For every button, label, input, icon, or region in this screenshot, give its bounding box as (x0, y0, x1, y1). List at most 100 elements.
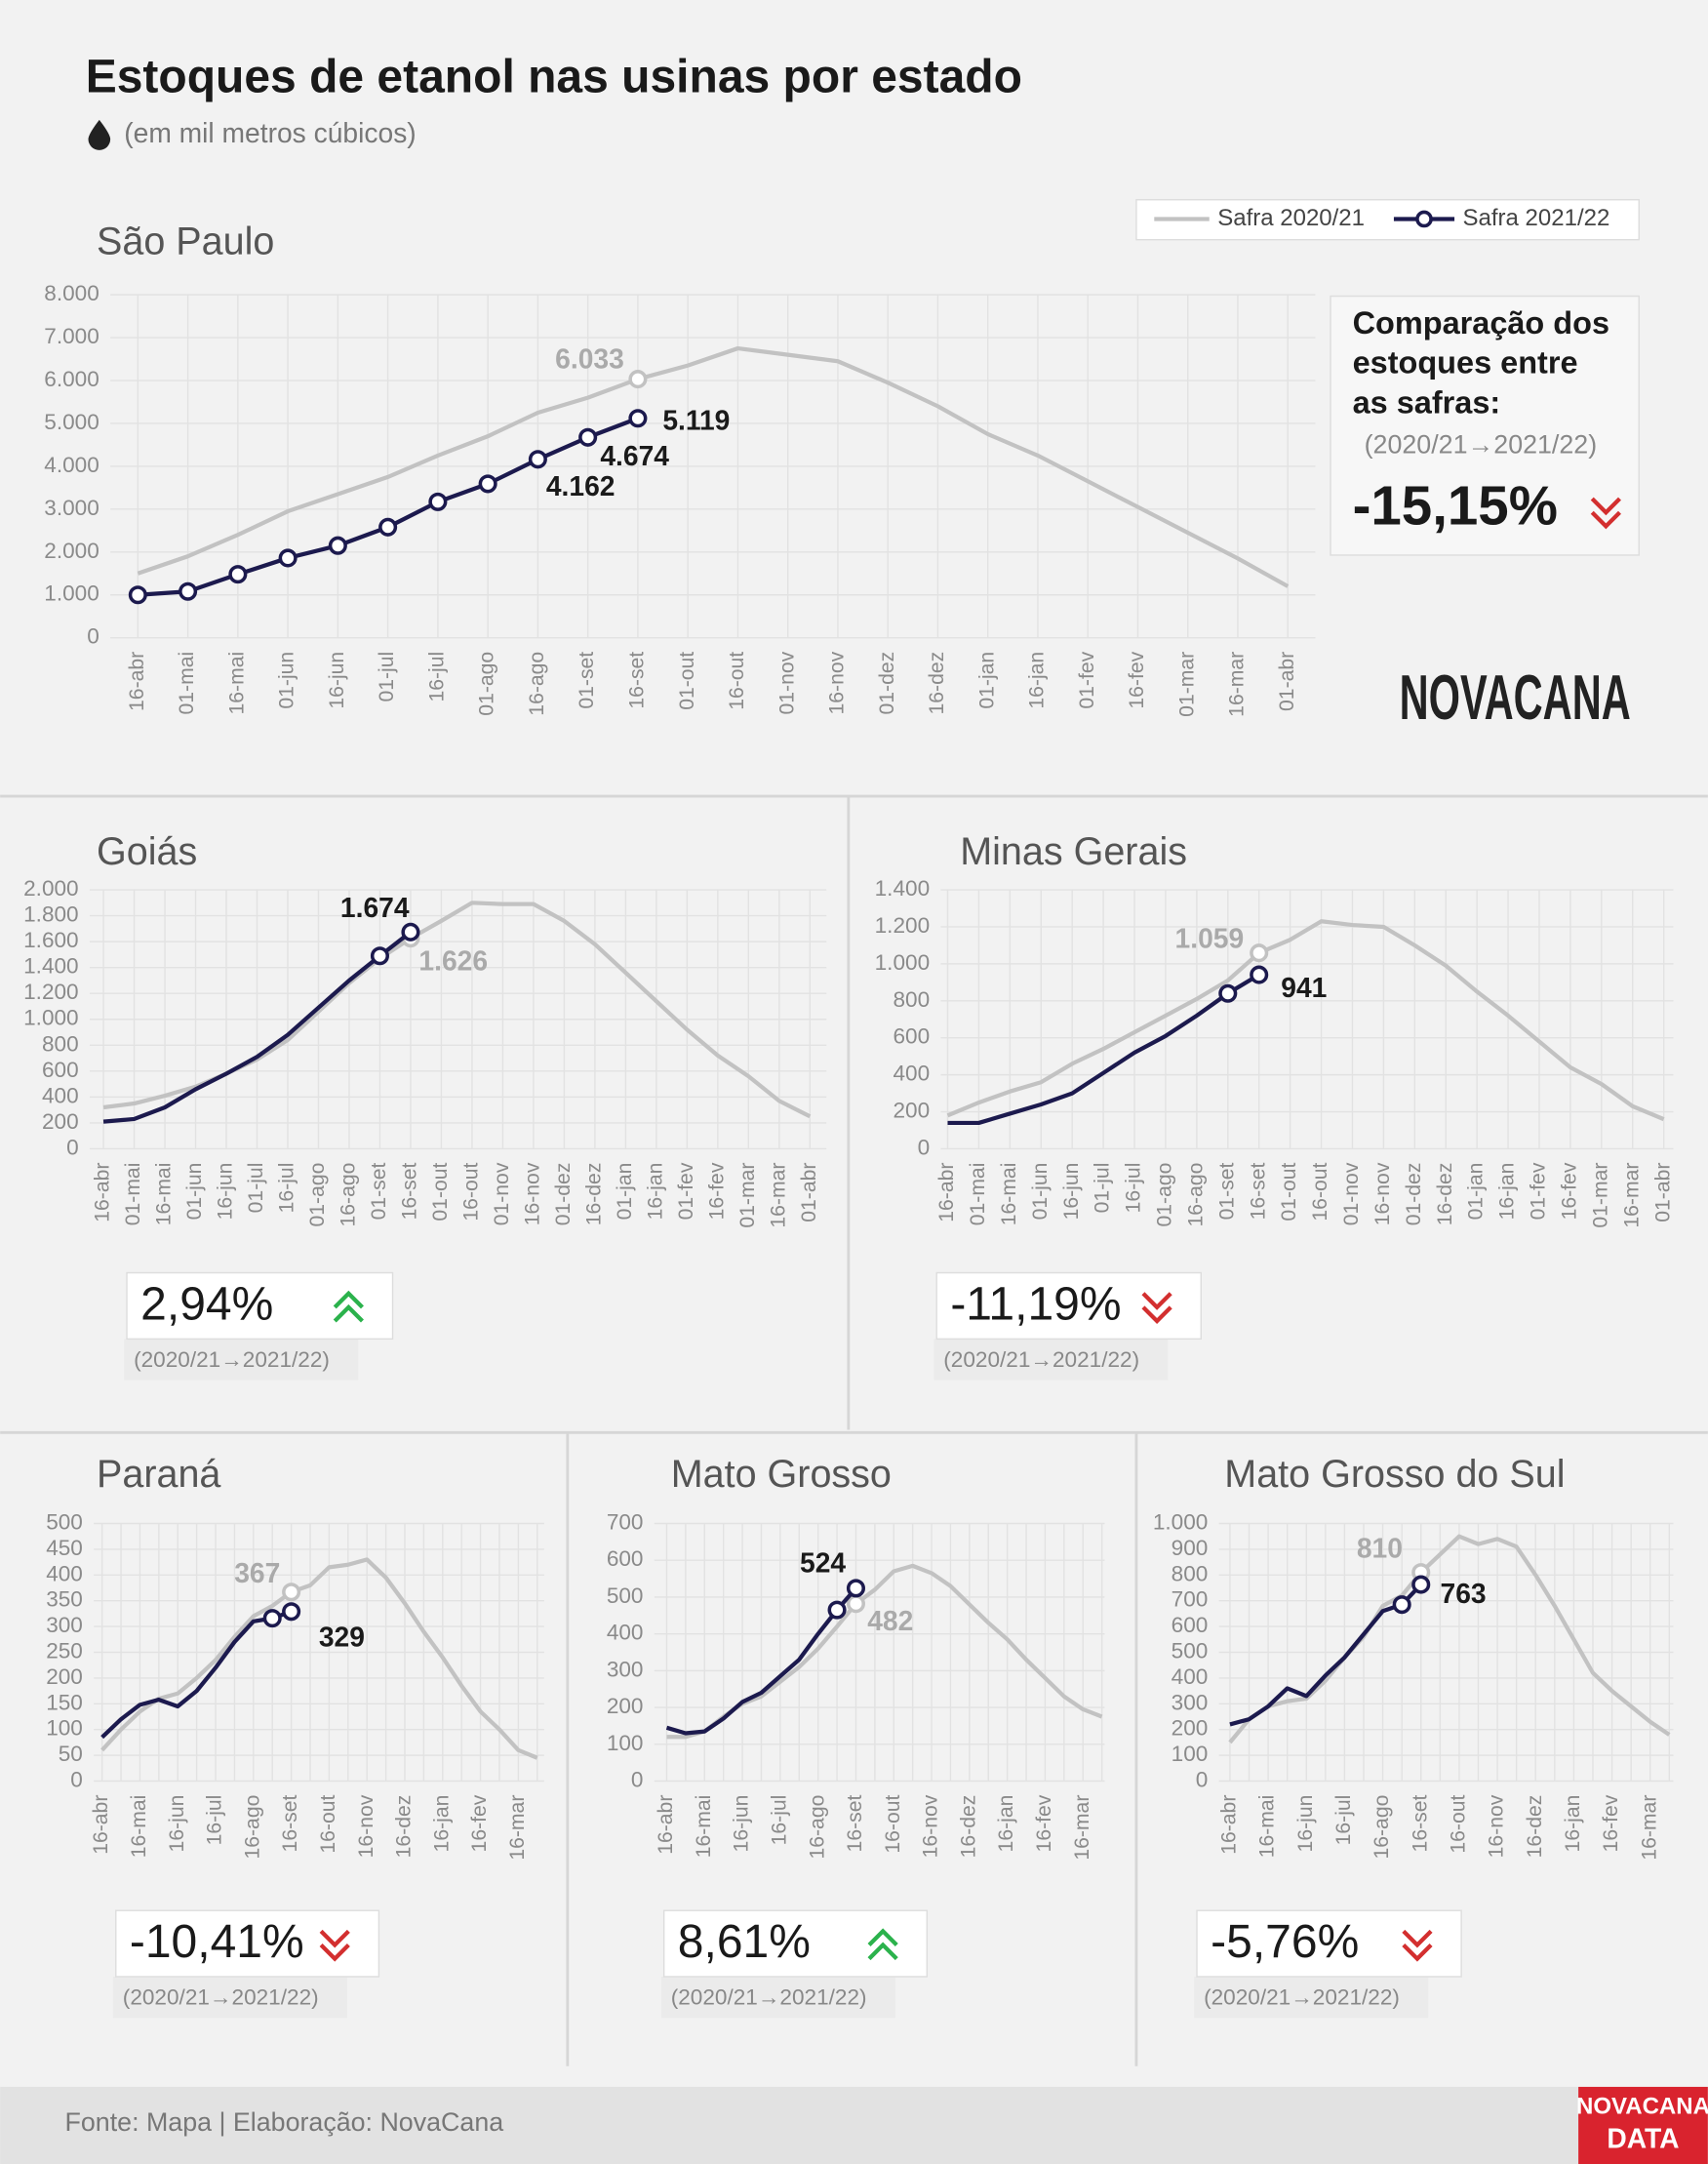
point-marker (228, 565, 248, 584)
x-tick-label: 16-nov (1486, 1794, 1508, 1858)
x-tick-label: 16-jul (768, 1795, 790, 1846)
comparison-period: (2020/21→2021/22) (1365, 430, 1598, 460)
x-tick-label: 16-jan (995, 1795, 1017, 1853)
comparison-value: -11,19% (950, 1279, 1121, 1331)
x-tick-label: 16-abr (92, 1163, 114, 1222)
x-tick-label: 16-abr (1218, 1795, 1241, 1855)
point-marker (628, 409, 648, 428)
x-tick-label: 16-mai (128, 1795, 150, 1859)
x-tick-label: 16-jun (1294, 1795, 1317, 1853)
x-tick-label: 16-jun (1060, 1163, 1083, 1221)
x-tick-label: 16-jan (1026, 652, 1049, 709)
x-tick-label: 01-ago (306, 1163, 329, 1227)
x-tick-label: 16-jun (166, 1795, 188, 1853)
point-marker (282, 1583, 301, 1602)
y-tick-label: 300 (1172, 1690, 1209, 1714)
point-marker (1392, 1595, 1411, 1615)
y-tick-label: 500 (607, 1583, 644, 1608)
x-tick-label: 01-fev (675, 1162, 697, 1220)
x-tick-label: 16-out (882, 1795, 904, 1854)
drop-icon (88, 119, 111, 150)
subtitle: (em mil metros cúbicos) (124, 117, 416, 148)
y-tick-label: 300 (46, 1613, 83, 1637)
x-tick-label: 16-abr (655, 1795, 677, 1855)
x-tick-label: 16-out (460, 1162, 483, 1221)
x-tick-label: 16-jan (1562, 1795, 1584, 1853)
trend-arrow (333, 1290, 364, 1309)
y-tick-label: 800 (893, 987, 930, 1012)
series-line (1229, 1583, 1423, 1727)
period-box (124, 1339, 359, 1381)
x-tick-label: 16-mar (767, 1163, 789, 1228)
y-tick-label: 0 (1196, 1767, 1209, 1791)
x-tick-label: 01-jan (1465, 1163, 1488, 1221)
x-tick-label: 16-fev (1600, 1794, 1622, 1852)
x-tick-label: 16-nov (920, 1794, 942, 1858)
comparison-value: -15,15% (1353, 474, 1558, 536)
x-tick-label: 16-mar (1071, 1795, 1093, 1861)
point-marker (578, 427, 598, 447)
x-tick-label: 01-out (676, 652, 698, 710)
x-tick-label: 16-dez (957, 1795, 979, 1859)
legend-marker (1415, 210, 1433, 228)
y-tick-label: 700 (1172, 1587, 1209, 1612)
x-tick-label: 01-nov (491, 1162, 513, 1225)
y-tick-label: 3.000 (44, 496, 99, 520)
x-tick-label: 16-out (317, 1795, 339, 1854)
x-tick-label: 16-jan (1496, 1163, 1519, 1221)
x-tick-label: 16-abr (935, 1163, 958, 1222)
x-tick-label: 16-dez (926, 652, 948, 715)
series-line (1228, 1534, 1671, 1744)
y-tick-label: 0 (631, 1767, 644, 1791)
x-tick-label: 16-mar (1226, 652, 1249, 717)
y-tick-label: 50 (59, 1742, 83, 1766)
x-tick-label: 16-dez (1434, 1163, 1456, 1226)
x-tick-label: 16-set (279, 1795, 301, 1853)
x-tick-label: 16-nov (1371, 1162, 1394, 1225)
x-tick-label: 16-jun (215, 1163, 237, 1221)
point-marker (278, 548, 298, 568)
x-tick-label: 16-nov (355, 1794, 377, 1858)
comparison-heading: Comparação dos (1353, 305, 1609, 341)
series-line (137, 345, 1290, 588)
x-tick-label: 01-jan (614, 1163, 636, 1221)
x-tick-label: 01-fev (1528, 1162, 1550, 1220)
y-tick-label: 7.000 (44, 324, 99, 348)
trend-arrow (1590, 497, 1621, 516)
y-tick-label: 0 (87, 624, 99, 649)
comparison-period: (2020/21→2021/22) (123, 1985, 319, 2010)
trend-arrow (333, 1303, 364, 1323)
y-tick-label: 1.200 (23, 980, 79, 1004)
x-tick-label: 01-ago (1154, 1163, 1176, 1227)
point-marker (827, 1600, 847, 1620)
x-tick-label: 01-fev (1076, 651, 1098, 708)
data-label: 367 (234, 1557, 280, 1588)
x-tick-label: 16-set (399, 1162, 421, 1220)
x-tick-label: 16-mar (506, 1795, 529, 1861)
x-tick-label: 01-mar (736, 1163, 759, 1228)
point-marker (1250, 965, 1269, 984)
comparison-period: (2020/21→2021/22) (1204, 1985, 1400, 2010)
trend-arrow (319, 1929, 350, 1948)
x-tick-label: 16-fev (1558, 1162, 1580, 1220)
x-tick-label: 16-fev (468, 1794, 491, 1852)
comparison-heading: as safras: (1353, 385, 1501, 421)
y-tick-label: 350 (46, 1587, 83, 1612)
x-tick-label: 16-dez (393, 1795, 416, 1859)
x-tick-label: 01-jan (975, 652, 998, 709)
legend-label: Safra 2021/22 (1463, 205, 1610, 231)
data-label: 1.626 (418, 945, 488, 977)
x-tick-label: 16-out (726, 652, 748, 710)
x-tick-label: 01-abr (1276, 652, 1298, 711)
x-tick-label: 16-jul (1332, 1795, 1355, 1846)
trend-arrow (867, 1942, 898, 1961)
y-tick-label: 100 (1172, 1742, 1209, 1766)
x-tick-label: 01-jun (276, 652, 298, 709)
chart-title: Mato Grosso do Sul (1224, 1453, 1565, 1496)
x-tick-label: 01-abr (1651, 1163, 1674, 1222)
y-tick-label: 1.000 (44, 581, 99, 606)
main-title: Estoques de etanol nas usinas por estado (86, 52, 1022, 103)
x-tick-label: 16-ago (241, 1795, 263, 1860)
period-box (1194, 1976, 1429, 2019)
x-tick-label: 01-jul (245, 1163, 267, 1214)
